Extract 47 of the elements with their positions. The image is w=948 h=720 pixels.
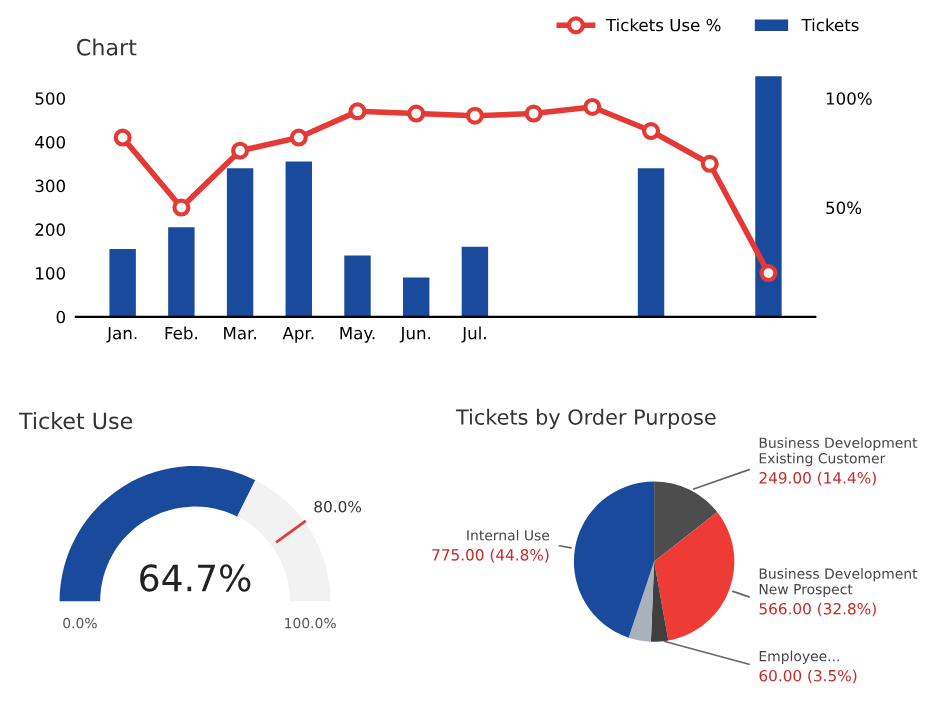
legend-label: Tickets Use % <box>605 18 721 32</box>
pie-slice <box>628 561 655 642</box>
pie-slice <box>654 512 735 641</box>
bar <box>461 246 489 317</box>
point <box>289 128 308 147</box>
y-tick-label: 200 <box>35 223 66 236</box>
x-tick-label: May. <box>340 327 375 343</box>
point <box>348 102 367 121</box>
data-label: 64.7% <box>140 564 251 592</box>
y-tick-label: 0 <box>56 310 66 324</box>
bar <box>637 168 665 317</box>
bar <box>109 249 136 317</box>
point <box>231 141 250 160</box>
bar <box>344 255 371 317</box>
y2-tick-label: 50% <box>826 201 862 215</box>
y-tick-label: 400 <box>35 135 66 149</box>
chart-title: Chart <box>77 38 137 56</box>
x-tick-label: Jan. <box>106 327 137 343</box>
bar <box>755 76 782 317</box>
bar <box>403 277 430 317</box>
point <box>113 128 132 147</box>
x-tick-label: Jul. <box>461 326 486 343</box>
bar <box>168 227 195 317</box>
x-tick-label: Apr. <box>282 327 314 343</box>
pie-slice <box>573 481 655 638</box>
chart-title: Ticket Use <box>18 412 133 430</box>
bar <box>285 161 312 317</box>
pie-slice <box>654 481 718 562</box>
y-tick-label: 100 <box>36 267 66 280</box>
x-tick-label: Jun. <box>399 327 431 343</box>
pie-slice <box>650 561 669 642</box>
point <box>465 106 484 125</box>
y2-tick-label: 100% <box>826 92 872 105</box>
y-tick-label: 300 <box>35 179 66 193</box>
x-tick-label: Mar. <box>224 327 256 340</box>
bar <box>226 168 254 317</box>
legend-label: Tickets <box>801 18 859 32</box>
y-tick-label: 500 <box>35 92 66 105</box>
point <box>583 97 602 117</box>
point <box>700 154 719 173</box>
point <box>524 104 543 123</box>
x-tick-label: Feb. <box>165 326 197 340</box>
chart-title: Tickets by Order Purpose <box>455 408 716 429</box>
point <box>172 198 191 217</box>
point <box>642 121 661 141</box>
point <box>759 264 778 283</box>
point <box>407 104 426 123</box>
